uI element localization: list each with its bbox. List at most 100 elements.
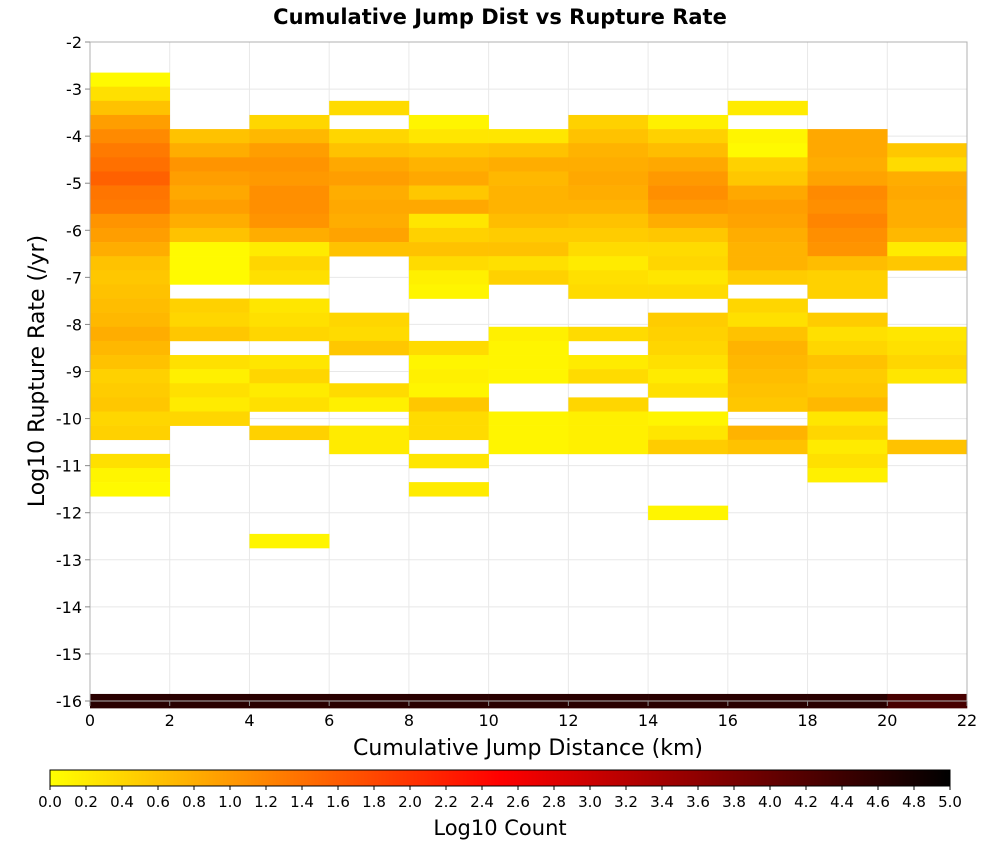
heatmap-cell bbox=[807, 312, 888, 328]
heatmap-cell bbox=[648, 439, 729, 455]
colorbar-tick-label: 3.0 bbox=[578, 793, 602, 811]
heatmap-cell bbox=[807, 369, 888, 384]
heatmap-cell bbox=[249, 533, 330, 549]
x-tick-label: 10 bbox=[478, 711, 498, 730]
heatmap-cell bbox=[249, 242, 330, 257]
heatmap-cell bbox=[249, 425, 330, 441]
y-tick-label: -7 bbox=[66, 268, 82, 287]
heatmap-cell bbox=[169, 256, 250, 271]
heatmap-cell bbox=[90, 383, 171, 398]
heatmap-cell bbox=[887, 326, 968, 342]
y-tick-label: -5 bbox=[66, 174, 82, 193]
x-tick-label: 4 bbox=[244, 711, 254, 730]
heatmap-cell bbox=[807, 171, 888, 186]
heatmap-cell bbox=[807, 129, 888, 144]
heatmap-cell bbox=[488, 171, 569, 186]
heatmap-cell bbox=[887, 199, 968, 215]
heatmap-cell bbox=[329, 242, 410, 257]
heatmap-cell bbox=[90, 453, 171, 469]
y-tick-label: -3 bbox=[66, 80, 82, 99]
y-tick-label: -15 bbox=[56, 645, 82, 664]
heatmap-cell bbox=[488, 199, 569, 215]
heatmap-cell bbox=[568, 143, 649, 158]
heatmap-cell bbox=[887, 213, 968, 229]
colorbar-tick-label: 0.6 bbox=[146, 793, 170, 811]
heatmap-cell bbox=[727, 256, 808, 271]
heatmap-cell bbox=[408, 157, 489, 172]
heatmap-cell bbox=[568, 284, 649, 299]
heatmap-cell bbox=[90, 72, 171, 88]
heatmap-cell bbox=[648, 505, 729, 521]
heatmap-cell bbox=[887, 227, 968, 243]
heatmap-cell bbox=[408, 256, 489, 271]
heatmap-cell bbox=[807, 439, 888, 455]
heatmap-cell bbox=[90, 270, 171, 285]
heatmap-cell bbox=[408, 284, 489, 299]
heatmap-cell bbox=[727, 157, 808, 172]
heatmap-cell bbox=[488, 326, 569, 342]
heatmap-cell bbox=[727, 129, 808, 144]
heatmap-cell bbox=[329, 129, 410, 144]
heatmap-cell bbox=[169, 157, 250, 172]
heatmap-cell bbox=[408, 143, 489, 158]
heatmap-cell bbox=[329, 143, 410, 158]
heatmap-cell bbox=[249, 185, 330, 200]
heatmap-cell bbox=[169, 369, 250, 384]
colorbar-ticks: 0.0 0.2 0.4 0.6 0.8 1.0 1.2 1.4 1.6 1.8 2.0 2.2 2.4 2… bbox=[38, 786, 962, 811]
heatmap-cell bbox=[648, 114, 729, 130]
heatmap-cell bbox=[408, 425, 489, 441]
heatmap-cell bbox=[887, 185, 968, 200]
heatmap-cell bbox=[568, 185, 649, 200]
heatmap-cell bbox=[90, 86, 171, 102]
heatmap-cells bbox=[90, 72, 968, 709]
heatmap-cell bbox=[887, 143, 968, 158]
y-tick-label: -9 bbox=[66, 363, 82, 382]
heatmap-cell bbox=[90, 284, 171, 299]
heatmap-cell bbox=[488, 439, 569, 455]
heatmap-cell bbox=[807, 242, 888, 257]
heatmap-cell bbox=[90, 425, 171, 441]
heatmap-cell bbox=[488, 129, 569, 144]
heatmap-cell bbox=[648, 199, 729, 215]
heatmap-cell bbox=[807, 411, 888, 426]
heatmap-cell bbox=[90, 326, 171, 342]
heatmap-cell bbox=[408, 340, 489, 356]
heatmap-cell bbox=[488, 157, 569, 172]
colorbar-tick-label: 1.2 bbox=[254, 793, 278, 811]
heatmap-cell bbox=[169, 242, 250, 257]
heatmap-cell bbox=[727, 199, 808, 215]
x-tick-label: 2 bbox=[165, 711, 175, 730]
heatmap-cell bbox=[249, 114, 330, 130]
heatmap-cell bbox=[90, 411, 171, 426]
heatmap-cell bbox=[727, 185, 808, 200]
heatmap-cell bbox=[249, 397, 330, 412]
heatmap-cell bbox=[249, 199, 330, 215]
heatmap-cell bbox=[488, 411, 569, 426]
heatmap-cell bbox=[887, 256, 968, 271]
heatmap-cell bbox=[169, 397, 250, 412]
heatmap-cell bbox=[169, 227, 250, 243]
heatmap-cell bbox=[408, 397, 489, 412]
colorbar-tick-label: 3.4 bbox=[650, 793, 674, 811]
heatmap-cell bbox=[169, 298, 250, 313]
heatmap-cell bbox=[727, 340, 808, 356]
heatmap-cell bbox=[488, 213, 569, 229]
heatmap-cell bbox=[727, 355, 808, 370]
heatmap-cell bbox=[648, 355, 729, 370]
heatmap-cell bbox=[648, 326, 729, 342]
heatmap-cell bbox=[90, 129, 171, 144]
heatmap-cell bbox=[408, 227, 489, 243]
heatmap-cell bbox=[648, 227, 729, 243]
heatmap-cell bbox=[329, 185, 410, 200]
heatmap-cell bbox=[887, 340, 968, 356]
y-axis-ticks: -2 -3 -4 -5 -6 -7 -8 -9 -10 -11 -12 -13 -14 -15 -16 bbox=[56, 33, 90, 711]
heatmap-cell bbox=[408, 185, 489, 200]
heatmap-cell bbox=[488, 242, 569, 257]
heatmap-cell bbox=[648, 129, 729, 144]
heatmap-cell bbox=[568, 425, 649, 441]
x-tick-label: 14 bbox=[638, 711, 658, 730]
heatmap-cell bbox=[727, 100, 808, 116]
heatmap-cell bbox=[648, 340, 729, 356]
x-axis-ticks: 0 2 4 6 8 10 12 14 16 18 20 22 bbox=[85, 701, 977, 730]
heatmap-cell bbox=[169, 185, 250, 200]
